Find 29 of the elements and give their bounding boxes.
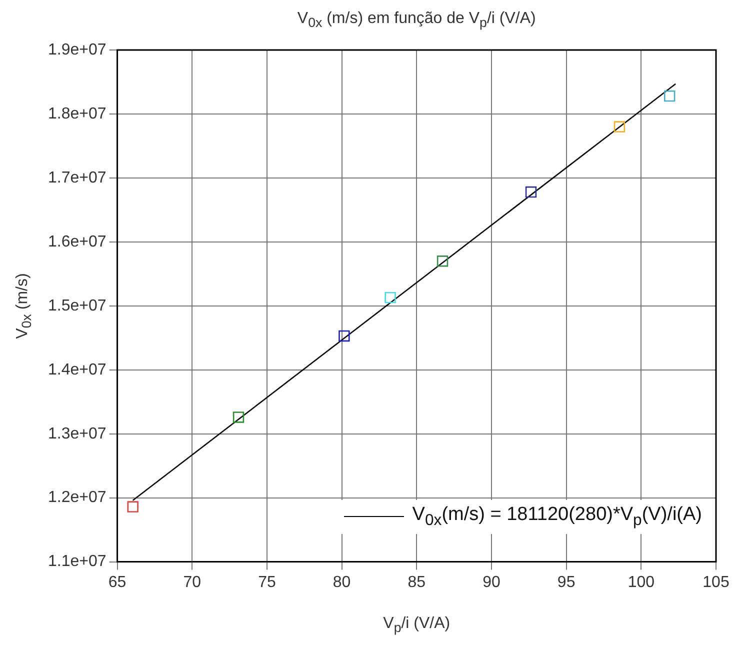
point [436, 256, 448, 267]
point [127, 501, 138, 512]
point [664, 90, 676, 102]
y-tick-label: 1.8e+07 [48, 105, 106, 122]
legend-label: V$_{0x}$(m/s) = 181120(280)*V$_{p}$(V)/i(A) [412, 504, 702, 530]
x-tick-label: 95 [557, 574, 576, 591]
x-tick-label: 85 [408, 574, 426, 591]
x-tick-label: 90 [482, 574, 500, 591]
x-axis-title: V$_{p}$/i (V/A) [382, 615, 452, 636]
chart-title: V$_{0x}$ (m/s) em função de V$_{p}$/i (V/A) [296, 10, 537, 30]
point [338, 330, 350, 342]
x-tick-label: 70 [183, 574, 202, 591]
x-tick-label: 75 [258, 574, 276, 591]
x-tick-label: 65 [108, 574, 126, 591]
y-tick-label: 1.3e+07 [48, 425, 106, 442]
x-tick-label: 100 [628, 574, 655, 591]
point [232, 412, 244, 423]
x-tick-label: 105 [702, 574, 730, 591]
point [525, 186, 537, 198]
point [384, 292, 396, 304]
y-tick-label: 1.7e+07 [48, 169, 106, 186]
point [614, 121, 626, 132]
y-tick-label: 1.9e+07 [48, 41, 106, 58]
x-tick-label: 80 [332, 574, 351, 591]
y-tick-label: 1.1e+07 [48, 553, 106, 570]
y-tick-label: 1.2e+07 [48, 489, 106, 506]
y-tick-label: 1.5e+07 [48, 297, 106, 314]
y-tick-label: 1.6e+07 [48, 233, 106, 250]
y-tick-label: 1.4e+07 [48, 361, 106, 378]
